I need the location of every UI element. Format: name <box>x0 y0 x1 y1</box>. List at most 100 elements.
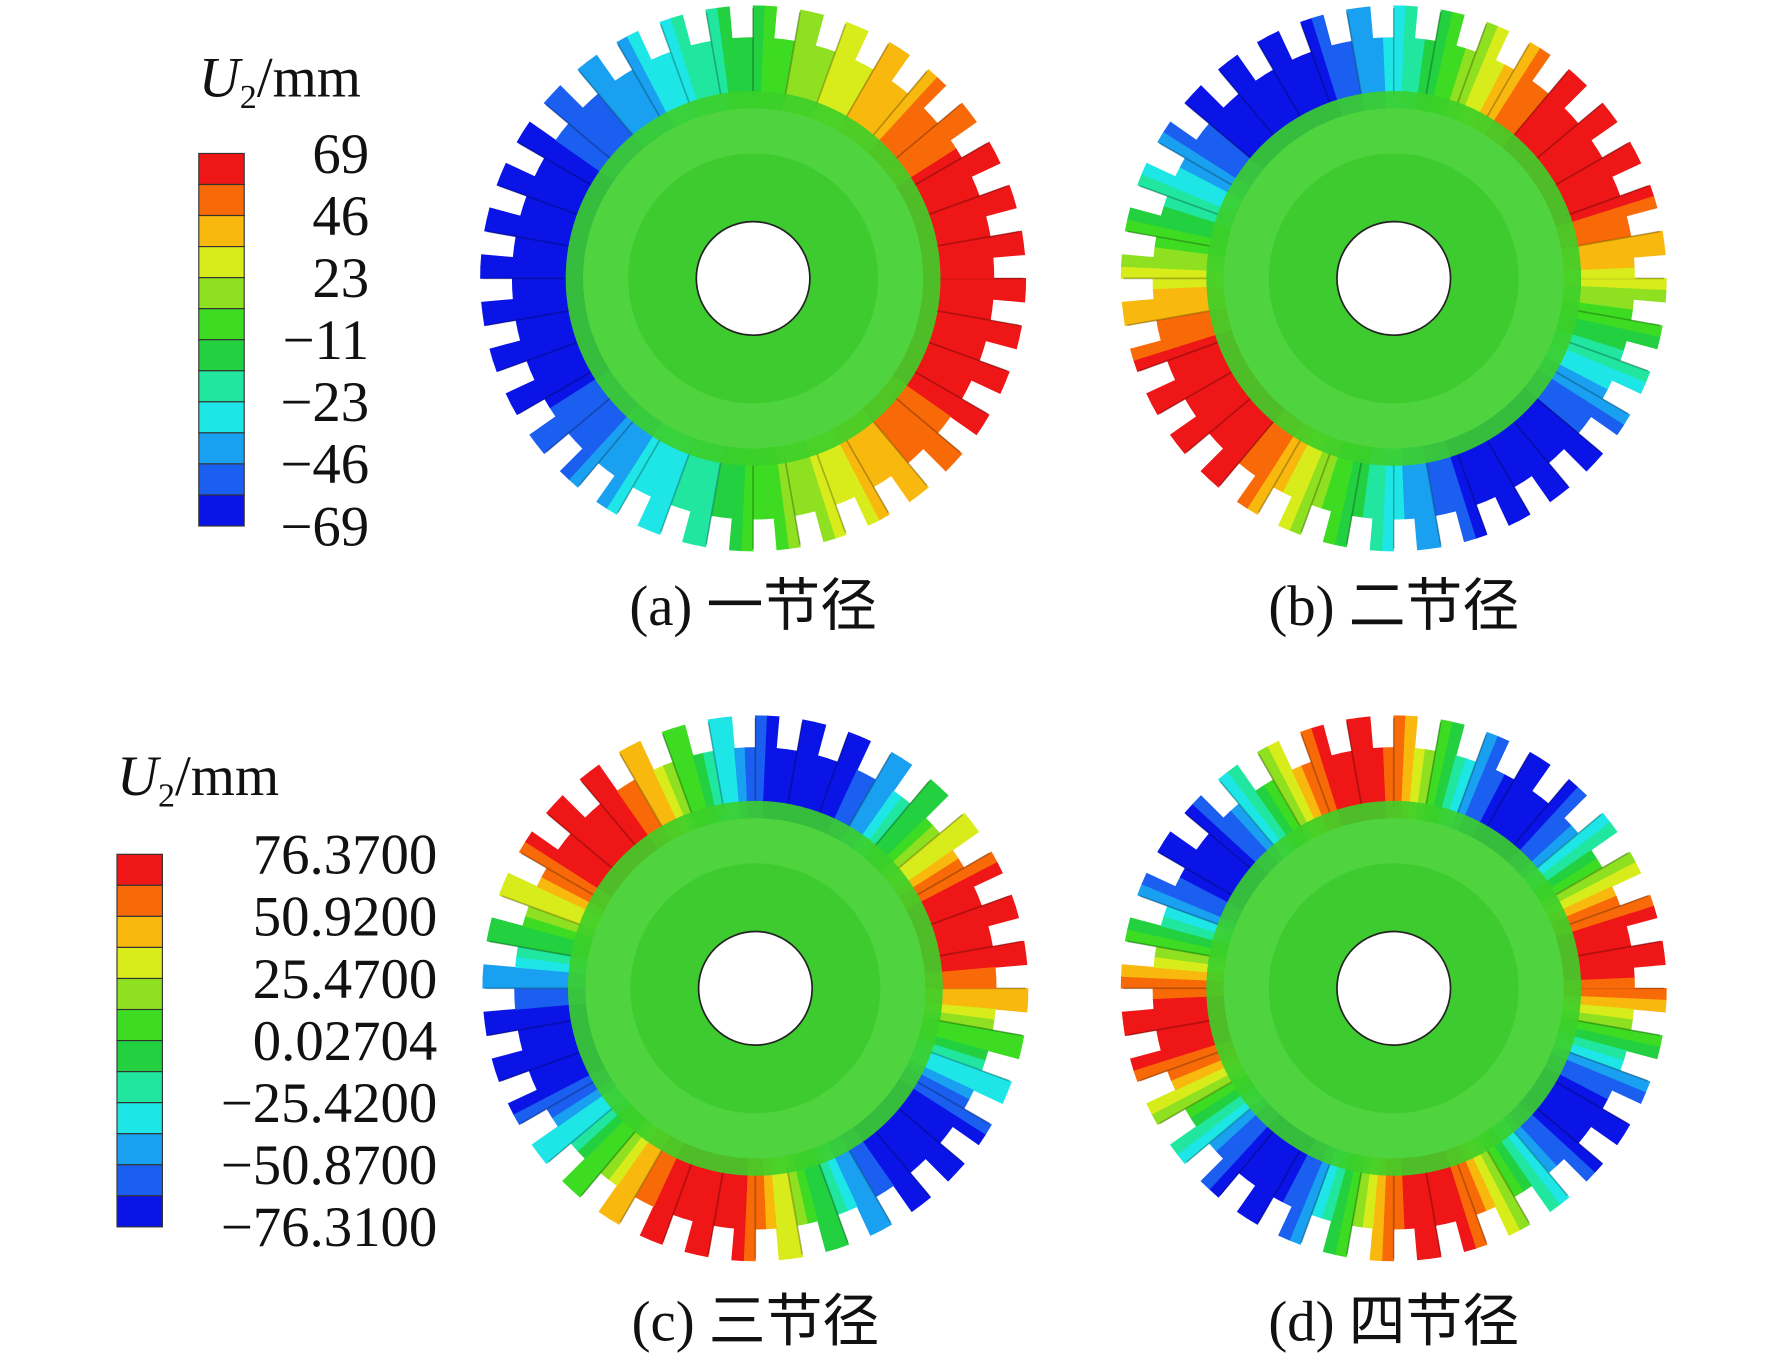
colorbar-band <box>198 370 245 403</box>
tooth-edge <box>1564 895 1649 927</box>
tooth-edge <box>498 339 583 372</box>
tooth-edge <box>814 24 847 108</box>
colorbar-band <box>198 339 245 372</box>
tooth-edge <box>1300 1158 1333 1243</box>
tooth-edge <box>1159 142 1237 189</box>
tooth-edge <box>1572 230 1661 248</box>
tooth-edge <box>1455 1158 1488 1243</box>
colorbar-band <box>198 432 245 465</box>
colorbar-label: 69 <box>312 123 369 186</box>
tooth-edge <box>1564 339 1649 372</box>
tooth-edge <box>1424 12 1442 100</box>
tooth-edge <box>1532 394 1602 453</box>
tooth-edge <box>1345 12 1364 100</box>
tooth-edge <box>1257 43 1304 122</box>
tooth-edge <box>1550 368 1629 415</box>
tooth-edge <box>1550 1078 1629 1125</box>
legend-subscript: 2 <box>240 79 257 116</box>
tooth-edge <box>1550 852 1629 899</box>
tooth-edge <box>871 1127 930 1196</box>
colorbar-label: −69 <box>280 495 369 558</box>
gear-bore <box>1336 220 1452 337</box>
tooth-edge <box>662 1158 695 1243</box>
tooth-edge <box>1159 1078 1237 1125</box>
tooth-edge <box>910 368 988 415</box>
tooth-edge <box>1532 813 1602 873</box>
tooth-edge <box>501 895 585 927</box>
tooth-edge <box>783 457 801 545</box>
colorbar-label: 50.9200 <box>253 886 438 949</box>
tooth-edge <box>845 1145 892 1223</box>
tooth-edge <box>869 70 928 140</box>
tooth-edge <box>1345 457 1364 545</box>
gear-bore <box>695 220 811 337</box>
panel-caption: (b) 二节径 <box>1268 575 1519 638</box>
colorbar-band <box>116 1008 164 1042</box>
tooth-edge <box>869 417 928 487</box>
colorbar-label: 0.02704 <box>253 1010 438 1073</box>
colorbar-band <box>198 214 245 248</box>
tooth-edge <box>894 1104 964 1163</box>
tooth-edge <box>1483 753 1530 832</box>
colorbar-band <box>198 401 245 434</box>
tooth-edge <box>931 230 1020 248</box>
tooth-edge <box>1186 1104 1256 1163</box>
tooth-edge <box>1219 1127 1278 1196</box>
tooth-edge <box>1127 309 1215 327</box>
tooth-edge <box>707 721 725 810</box>
tooth-edge <box>912 852 990 899</box>
legend-title: U2/mm <box>199 47 361 116</box>
tooth-edge <box>1564 185 1649 218</box>
gear <box>480 5 1027 552</box>
colorbar-label: −11 <box>282 309 369 372</box>
tooth-edge <box>520 852 599 899</box>
tooth-edge <box>488 1019 577 1037</box>
tooth-edge <box>619 1145 666 1223</box>
tooth-edge <box>659 448 692 533</box>
tooth-edge <box>871 780 930 850</box>
tooth-edge <box>1532 103 1602 163</box>
tooth-edge <box>578 70 637 140</box>
tooth-edge <box>1219 780 1278 850</box>
gear <box>482 715 1029 1262</box>
tooth-edge <box>1139 185 1224 218</box>
tooth-edge <box>934 940 1022 958</box>
tooth-edge <box>1139 339 1224 372</box>
tooth-edge <box>617 43 663 122</box>
tooth-edge <box>1509 1127 1569 1196</box>
tooth-edge <box>545 394 615 453</box>
tooth-edge <box>1483 435 1530 513</box>
tooth-edge <box>1455 24 1488 108</box>
tooth-edge <box>659 24 692 108</box>
tooth-edge <box>1257 1145 1304 1223</box>
tooth-edge <box>498 185 583 218</box>
legend-subscript: 2 <box>158 778 175 815</box>
colorbar-band <box>116 1195 164 1228</box>
tooth-edge <box>580 1127 640 1196</box>
colorbar-band <box>198 494 245 527</box>
legend-unit: /mm <box>257 47 361 110</box>
tooth-edge <box>1483 1145 1530 1223</box>
gear <box>1120 715 1667 1262</box>
colorbar-band <box>116 1071 164 1104</box>
colorbar-label: −76.3100 <box>221 1196 438 1259</box>
tooth-edge <box>923 339 1008 372</box>
tooth-edge <box>1424 1167 1442 1255</box>
tooth-edge <box>1424 721 1442 810</box>
colorbar-label: 25.4700 <box>253 948 438 1011</box>
colorbar-band <box>116 1133 164 1166</box>
tooth-edge <box>1455 448 1488 533</box>
tooth-edge <box>1483 43 1530 122</box>
colorbar-label: −46 <box>280 433 369 496</box>
colorbar-label: −50.8700 <box>221 1134 438 1197</box>
tooth-edge <box>816 733 849 818</box>
tooth-edge <box>1219 417 1278 487</box>
tooth-edge <box>1572 940 1661 958</box>
tooth-edge <box>619 753 666 832</box>
colorbar-band <box>116 915 164 949</box>
panel-caption: (a) 一节径 <box>629 575 877 638</box>
colorbar-label: −23 <box>280 371 369 434</box>
tooth-edge <box>1345 1167 1364 1255</box>
tooth-edge <box>1257 753 1304 832</box>
tooth-edge <box>1159 368 1237 415</box>
